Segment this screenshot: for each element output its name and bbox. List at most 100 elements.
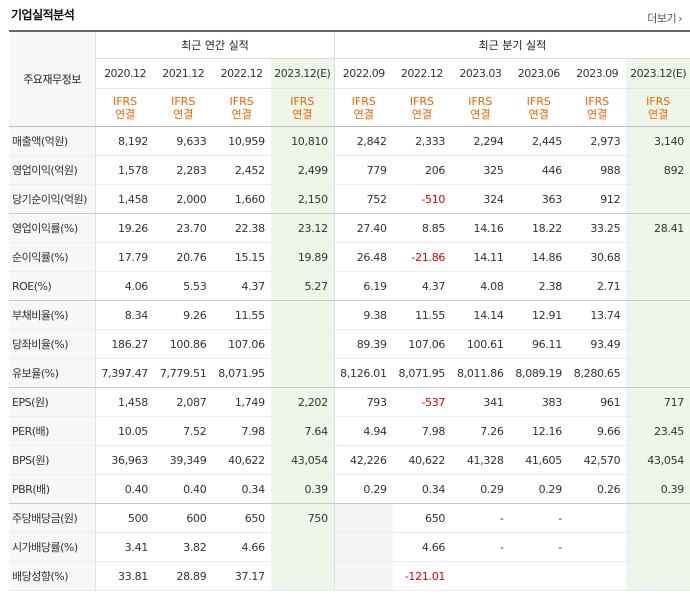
table-cell: -121.01 — [392, 561, 452, 591]
table-cell: 37.17 — [212, 561, 271, 591]
table-cell: 8.85 — [392, 213, 452, 243]
table-cell: 14.86 — [509, 242, 568, 272]
table-cell: 18.22 — [509, 213, 568, 243]
table-cell: 23.45 — [626, 416, 690, 446]
table-cell: 2,202 — [270, 387, 335, 417]
table-cell: 14.16 — [451, 213, 510, 243]
table-row: BPS(원) 36,963 39,349 40,622 43,054 42,226 40,6… — [9, 445, 690, 475]
table-cell: 23.12 — [270, 213, 335, 243]
table-cell — [626, 300, 690, 330]
table-cell: 363 — [509, 184, 568, 214]
table-row: 영업이익(억원) 1,578 2,283 2,452 2,499 779 206 325 446… — [9, 155, 690, 185]
table-row: PBR(배) 0.40 0.40 0.34 0.39 0.29 0.34 0.29 0.29 0.… — [9, 474, 690, 504]
row-label: 배당성향(%) — [9, 561, 97, 591]
table-cell: 0.29 — [334, 474, 393, 504]
ifrs-line: IFRS — [290, 94, 315, 108]
table-cell: 15.15 — [212, 242, 271, 272]
consolidated-line: 연결 — [353, 107, 374, 121]
table-cell: 19.26 — [95, 213, 155, 243]
period-header: 2023.03 — [451, 58, 510, 89]
period-header: 2023.12(E) — [626, 58, 690, 89]
table-cell: 750 — [270, 503, 335, 533]
row-label: 주당배당금(원) — [9, 503, 97, 533]
table-cell: 8,071.95 — [392, 358, 452, 388]
row-label: 영업이익(억원) — [9, 155, 97, 185]
table-cell: 2,087 — [154, 387, 213, 417]
table-cell: 10,810 — [270, 126, 335, 156]
row-label: 시가배당률(%) — [9, 532, 97, 562]
more-label: 더보기 — [647, 12, 677, 25]
consolidated-line: 연결 — [114, 107, 136, 121]
row-label: BPS(원) — [9, 445, 97, 475]
table-cell: 100.61 — [451, 329, 510, 359]
table-cell: 0.39 — [626, 474, 690, 504]
table-cell: 33.25 — [567, 213, 627, 243]
table-cell: 446 — [509, 155, 568, 185]
table-cell: 1,660 — [212, 184, 271, 214]
table-cell — [270, 358, 335, 388]
table-cell: 2,000 — [154, 184, 213, 214]
consolidated-line: 연결 — [173, 107, 194, 121]
table-cell: 28.41 — [626, 213, 690, 243]
table-cell: 8,071.95 — [212, 358, 271, 388]
ifrs-label: IFRS 연결 — [95, 88, 155, 127]
table-cell: 0.29 — [451, 474, 510, 504]
row-label: 당기순이익(억원) — [9, 184, 97, 214]
table-cell: 752 — [334, 184, 393, 214]
table-cell: 3,140 — [626, 126, 690, 156]
table-cell: 7,779.51 — [154, 358, 213, 388]
table-cell: 40,622 — [392, 445, 452, 475]
table-cell: 10,959 — [212, 126, 271, 156]
table-row: 당기순이익(억원) 1,458 2,000 1,660 2,150 752 -510 324 3… — [9, 184, 690, 214]
table-cell — [270, 532, 335, 562]
table-cell — [626, 271, 690, 301]
table-row: 매출액(억원) 8,192 9,633 10,959 10,810 2,842 2,333 2… — [9, 126, 690, 156]
ifrs-label: IFRS 연결 — [392, 88, 452, 127]
table-cell: 186.27 — [95, 329, 155, 359]
ifrs-label: IFRS 연결 — [212, 88, 271, 127]
table-row: 배당성향(%) 33.81 28.89 37.17 -121.01 — [9, 561, 690, 591]
table-cell: 2,333 — [392, 126, 452, 156]
table-cell: 1,578 — [95, 155, 155, 185]
table-cell: -510 — [392, 184, 452, 214]
table-cell: 2.71 — [567, 271, 627, 301]
table-cell — [334, 532, 393, 562]
table-cell: 9.26 — [154, 300, 213, 330]
period-header: 2023.09 — [567, 58, 627, 89]
table-cell: 988 — [567, 155, 627, 185]
table-row: 순이익률(%) 17.79 20.76 15.15 19.89 26.48 -21.86 14… — [9, 242, 690, 272]
consolidated-line: 연결 — [292, 107, 313, 121]
table-cell: - — [509, 532, 568, 562]
table-cell: 7,397.47 — [95, 358, 155, 388]
table-cell: 40,622 — [212, 445, 271, 475]
row-label: EPS(원) — [9, 387, 97, 417]
table-cell: 325 — [451, 155, 510, 185]
period-header: 2022.12 — [392, 58, 452, 89]
ifrs-label: IFRS 연결 — [626, 88, 690, 127]
table-row: 영업이익률(%) 19.26 23.70 22.38 23.12 27.40 8.85 14.… — [9, 213, 690, 243]
table-cell: 1,458 — [95, 387, 155, 417]
table-cell: 383 — [509, 387, 568, 417]
table-cell: 324 — [451, 184, 510, 214]
table-cell: 500 — [95, 503, 155, 533]
table-cell: 14.11 — [451, 242, 510, 272]
consolidated-line: 연결 — [411, 107, 433, 121]
table-cell: 0.40 — [154, 474, 213, 504]
table-cell: 23.70 — [154, 213, 213, 243]
table-cell: 28.89 — [154, 561, 213, 591]
table-cell: 8,089.19 — [509, 358, 568, 388]
table-cell: 9,633 — [154, 126, 213, 156]
table-cell: 10.05 — [95, 416, 155, 446]
row-label: 당좌비율(%) — [9, 329, 97, 359]
table-cell: 3.82 — [154, 532, 213, 562]
table-row: 주당배당금(원) 500 600 650 750 650- - — [9, 503, 690, 533]
table-cell: 4.06 — [95, 271, 155, 301]
period-header: 2022.09 — [334, 58, 393, 89]
table-row: EPS(원) 1,458 2,087 1,749 2,202 793 -537 341 383 9… — [9, 387, 690, 417]
table-cell: 2,452 — [212, 155, 271, 185]
ifrs-line: IFRS — [646, 94, 671, 108]
consolidated-line: 연결 — [528, 107, 549, 121]
more-link[interactable]: 더보기 › — [647, 10, 682, 26]
table-cell: 107.06 — [212, 329, 271, 359]
table-cell — [270, 561, 335, 591]
